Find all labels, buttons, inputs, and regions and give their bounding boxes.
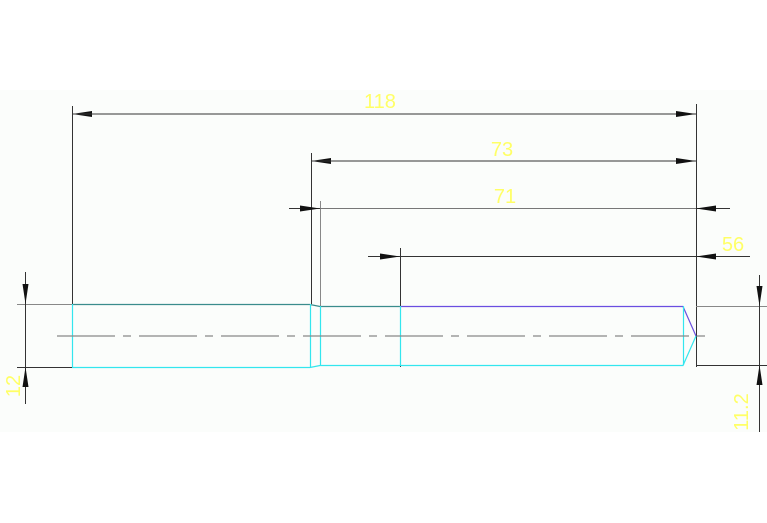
dimension-text-71: 71 bbox=[494, 186, 516, 208]
dimension-56: 56 bbox=[368, 234, 750, 260]
dimension-12: 12 bbox=[3, 272, 29, 404]
dimension-text-56: 56 bbox=[722, 234, 744, 256]
dimension-text-73: 73 bbox=[491, 139, 513, 161]
dimension-118: 118 bbox=[72, 91, 696, 117]
shaft-outline bbox=[71, 303, 697, 369]
dimension-71: 71 bbox=[289, 186, 730, 212]
dimension-11-2: 11.2 bbox=[731, 275, 763, 432]
drawing-area bbox=[0, 90, 767, 432]
dimension-73: 73 bbox=[311, 139, 696, 164]
dimension-text-12: 12 bbox=[3, 375, 25, 397]
dimension-text-11-2: 11.2 bbox=[731, 393, 753, 430]
dimension-text-118: 118 bbox=[364, 91, 396, 113]
